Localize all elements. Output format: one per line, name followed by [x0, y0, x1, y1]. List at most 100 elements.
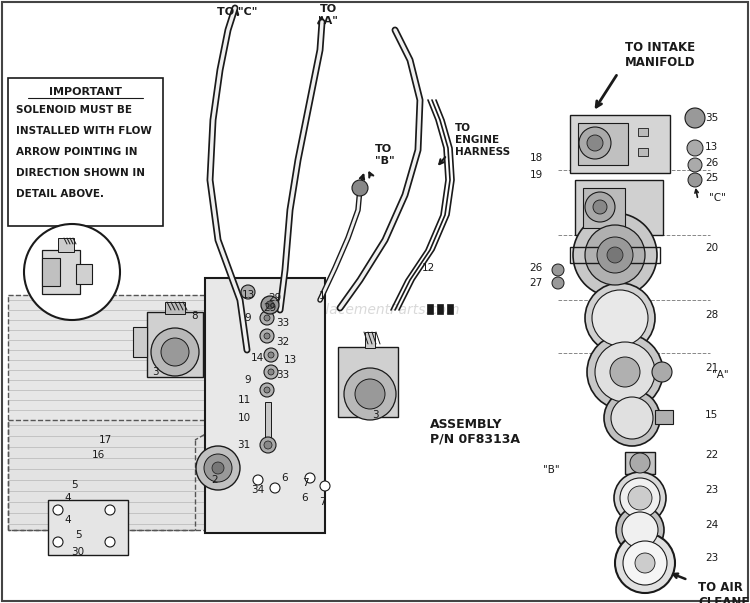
Bar: [58, 238, 74, 252]
Bar: [8, 420, 230, 530]
Circle shape: [628, 486, 652, 510]
Bar: [8, 295, 230, 420]
Text: 4: 4: [64, 493, 71, 503]
Circle shape: [623, 541, 667, 585]
Text: 22: 22: [705, 450, 718, 460]
Bar: [76, 264, 92, 284]
Bar: [638, 128, 648, 136]
Circle shape: [688, 173, 702, 187]
Text: 9: 9: [244, 375, 251, 385]
Circle shape: [305, 473, 315, 483]
Text: INSTALLED WITH FLOW: INSTALLED WITH FLOW: [16, 126, 152, 136]
Circle shape: [587, 334, 663, 410]
Text: 28: 28: [705, 310, 718, 320]
Bar: [42, 258, 60, 286]
Text: eReplacementParts.com: eReplacementParts.com: [290, 303, 460, 317]
Circle shape: [264, 387, 270, 393]
Circle shape: [595, 342, 655, 402]
Text: "B": "B": [543, 465, 560, 475]
Text: 21: 21: [705, 363, 718, 373]
Circle shape: [652, 362, 672, 382]
Bar: [437, 304, 443, 314]
Circle shape: [614, 472, 666, 524]
Text: 35: 35: [705, 113, 718, 123]
Circle shape: [105, 505, 115, 515]
Text: 7: 7: [302, 478, 308, 488]
Text: 27: 27: [530, 278, 543, 288]
Bar: [570, 247, 660, 263]
Circle shape: [260, 383, 274, 397]
Circle shape: [630, 453, 650, 473]
Text: 18: 18: [530, 153, 543, 163]
Circle shape: [635, 553, 655, 573]
Text: 1: 1: [319, 291, 326, 301]
Text: ARROW POINTING IN: ARROW POINTING IN: [16, 147, 137, 157]
Circle shape: [355, 379, 385, 409]
Text: 2: 2: [211, 475, 218, 485]
Text: 12: 12: [422, 263, 435, 273]
Text: TO AIR
CLEANER: TO AIR CLEANER: [698, 581, 750, 603]
Bar: [575, 180, 663, 235]
Text: 4: 4: [64, 515, 71, 525]
Text: 11: 11: [237, 395, 250, 405]
Text: 26: 26: [530, 263, 543, 273]
Text: IMPORTANT: IMPORTANT: [49, 87, 122, 97]
Bar: [338, 347, 398, 417]
Text: 13: 13: [242, 290, 254, 300]
Circle shape: [622, 512, 658, 548]
Circle shape: [585, 225, 645, 285]
Text: 33: 33: [276, 318, 290, 328]
Text: 23: 23: [705, 485, 718, 495]
Text: 3: 3: [372, 410, 378, 420]
Text: "C": "C": [709, 193, 726, 203]
Circle shape: [268, 352, 274, 358]
Circle shape: [687, 140, 703, 156]
Text: 14: 14: [251, 353, 264, 363]
Text: SOLENOID MUST BE: SOLENOID MUST BE: [16, 105, 132, 115]
Circle shape: [241, 285, 255, 299]
Circle shape: [268, 369, 274, 375]
Circle shape: [552, 264, 564, 276]
Circle shape: [620, 478, 660, 518]
Text: DIRECTION SHOWN IN: DIRECTION SHOWN IN: [16, 168, 145, 178]
Circle shape: [161, 338, 189, 366]
Text: 19: 19: [530, 170, 543, 180]
Text: 20: 20: [705, 243, 718, 253]
Bar: [8, 78, 163, 226]
Text: 3: 3: [152, 367, 158, 377]
Bar: [638, 148, 648, 156]
Bar: [42, 250, 80, 294]
Circle shape: [264, 333, 270, 339]
Text: TO
"B": TO "B": [375, 144, 394, 166]
Text: DETAIL ABOVE.: DETAIL ABOVE.: [16, 189, 104, 199]
Text: TO "C": TO "C": [217, 7, 257, 17]
Circle shape: [615, 533, 675, 593]
Text: 5: 5: [75, 530, 81, 540]
Circle shape: [270, 483, 280, 493]
Bar: [583, 188, 625, 228]
Text: TO
"A": TO "A": [318, 4, 338, 26]
Circle shape: [607, 247, 623, 263]
Text: 30: 30: [71, 547, 85, 557]
Circle shape: [253, 475, 263, 485]
Text: 23: 23: [705, 553, 718, 563]
Text: 32: 32: [276, 337, 290, 347]
Circle shape: [592, 290, 648, 346]
Circle shape: [53, 537, 63, 547]
Circle shape: [552, 277, 564, 289]
Circle shape: [260, 311, 274, 325]
Circle shape: [264, 348, 278, 362]
Bar: [147, 312, 203, 377]
Text: 6: 6: [282, 473, 288, 483]
Text: 15: 15: [705, 410, 718, 420]
Circle shape: [260, 437, 276, 453]
Circle shape: [579, 127, 611, 159]
Text: 29: 29: [268, 293, 282, 303]
Bar: [48, 500, 128, 555]
Circle shape: [587, 135, 603, 151]
Circle shape: [105, 537, 115, 547]
Circle shape: [616, 506, 664, 554]
Circle shape: [151, 328, 199, 376]
Text: TO
ENGINE
HARNESS: TO ENGINE HARNESS: [455, 124, 510, 157]
Circle shape: [352, 180, 368, 196]
